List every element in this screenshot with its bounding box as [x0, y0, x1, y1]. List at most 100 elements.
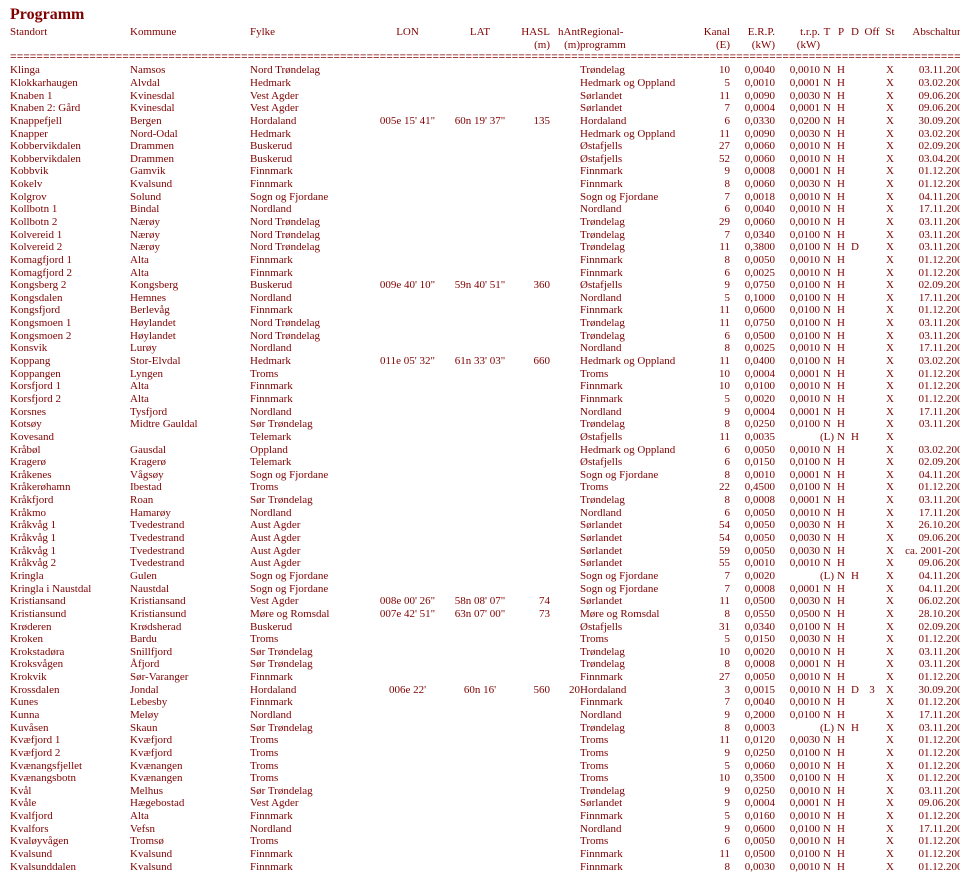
cell [848, 747, 862, 760]
cell: Trøndelag [580, 64, 700, 77]
cell: N [820, 128, 834, 141]
cell: 0,3800 [730, 241, 775, 254]
cell [862, 304, 882, 317]
cell [848, 153, 862, 166]
cell: Kvalsund [130, 178, 250, 191]
cell [515, 191, 550, 204]
cell [550, 355, 580, 368]
cell: X [882, 583, 898, 596]
cell: Gulen [130, 570, 250, 583]
cell: Troms [580, 772, 700, 785]
cell [515, 165, 550, 178]
cell: X [882, 90, 898, 103]
cell: 0,0100 [775, 621, 820, 634]
cell: H [834, 254, 848, 267]
cell [445, 823, 515, 836]
cell: Finnmark [250, 267, 370, 280]
cell [862, 153, 882, 166]
table-row: KristiansandKristiansandVest Agder008e 0… [10, 595, 960, 608]
cell: Tvedestrand [130, 532, 250, 545]
cell: 10 [700, 368, 730, 381]
cell: 01.12.2009 [898, 848, 960, 861]
hdr-p: P [834, 26, 848, 39]
cell [848, 760, 862, 773]
cell: X [882, 191, 898, 204]
cell: Hordaland [250, 115, 370, 128]
cell: 0,0040 [730, 696, 775, 709]
table-row: KongsfjordBerlevågFinnmarkFinnmark110,06… [10, 304, 960, 317]
cell: H [834, 861, 848, 874]
cell [862, 494, 882, 507]
cell [370, 469, 445, 482]
cell: N [820, 469, 834, 482]
cell: N [820, 595, 834, 608]
cell [862, 456, 882, 469]
cell: Skaun [130, 722, 250, 735]
cell [862, 128, 882, 141]
cell: (L) [820, 570, 834, 583]
cell: 01.12.2009 [898, 861, 960, 874]
cell [515, 342, 550, 355]
cell: N [820, 267, 834, 280]
cell: H [834, 64, 848, 77]
cell [848, 532, 862, 545]
cell: 0,0008 [730, 658, 775, 671]
cell [515, 456, 550, 469]
cell: Sørlandet [580, 532, 700, 545]
cell: 09.06.2009 [898, 797, 960, 810]
cell: 0,0100 [775, 292, 820, 305]
cell: X [882, 330, 898, 343]
cell [370, 77, 445, 90]
cell: Troms [580, 734, 700, 747]
cell: Alta [130, 267, 250, 280]
cell [445, 557, 515, 570]
cell [848, 304, 862, 317]
cell: 60n 16' [445, 684, 515, 697]
cell: 03.11.2009 [898, 216, 960, 229]
page-title: Programm [10, 6, 950, 24]
cell: Trøndelag [580, 494, 700, 507]
cell: 11 [700, 595, 730, 608]
cell: Bindal [130, 203, 250, 216]
cell: N [820, 583, 834, 596]
cell: Sogn og Fjordane [580, 191, 700, 204]
cell [862, 507, 882, 520]
cell: Kokelv [10, 178, 130, 191]
cell [862, 380, 882, 393]
cell: 0,0030 [775, 545, 820, 558]
cell [550, 734, 580, 747]
cell [848, 848, 862, 861]
cell: Nordland [250, 406, 370, 419]
cell: 0,0100 [775, 229, 820, 242]
cell: Vest Agder [250, 797, 370, 810]
cell: Sør Trøndelag [250, 785, 370, 798]
cell: 0,0060 [730, 760, 775, 773]
cell: Kollbotn 2 [10, 216, 130, 229]
cell: 11 [700, 848, 730, 861]
cell [370, 444, 445, 457]
cell [515, 153, 550, 166]
cell [848, 254, 862, 267]
cell [445, 342, 515, 355]
cell: X [882, 734, 898, 747]
cell [862, 583, 882, 596]
table-row: KråbølGausdalOpplandHedmark og Oppland60… [10, 444, 960, 457]
cell: Troms [250, 481, 370, 494]
cell: Koppangen [10, 368, 130, 381]
cell: H [834, 191, 848, 204]
cell: Bergen [130, 115, 250, 128]
table-row: KristiansundKristiansundMøre og Romsdal0… [10, 608, 960, 621]
cell: Jondal [130, 684, 250, 697]
table-row: KobbervikdalenDrammenBuskerudØstafjells5… [10, 153, 960, 166]
cell: 0,0030 [775, 595, 820, 608]
cell: H [834, 279, 848, 292]
cell: H [834, 140, 848, 153]
cell: Klokkarhaugen [10, 77, 130, 90]
cell: H [834, 583, 848, 596]
cell: X [882, 406, 898, 419]
cell [515, 393, 550, 406]
cell: Troms [250, 734, 370, 747]
cell: N [820, 102, 834, 115]
cell: 6 [700, 456, 730, 469]
cell [515, 64, 550, 77]
